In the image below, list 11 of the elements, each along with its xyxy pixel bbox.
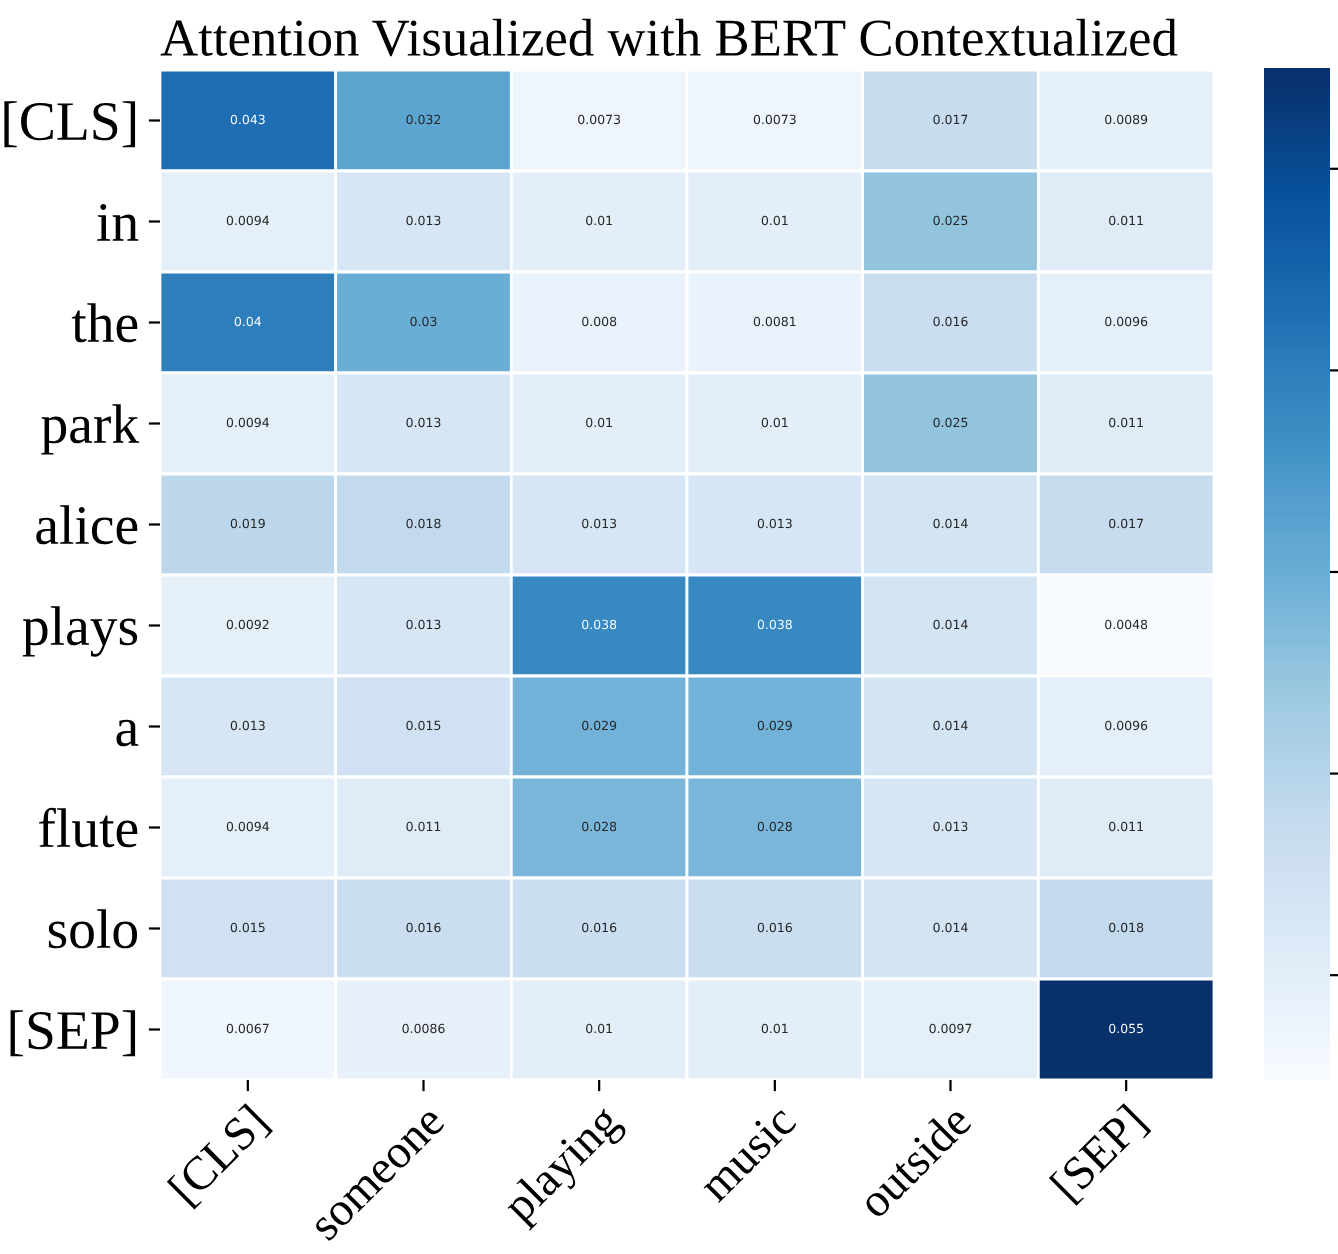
y-tick-label: alice: [36, 505, 138, 545]
y-tick-label: solo: [48, 909, 138, 949]
y-tick-label: the: [71, 303, 138, 343]
y-tick-label: [CLS]: [4, 101, 136, 148]
chart-title: Attention Visualized with BERT Contextualized: [160, 18, 1178, 57]
y-tick-label: plays: [22, 606, 138, 657]
y-tick-label: [SEP]: [10, 1010, 136, 1057]
y-tick-label: in: [97, 203, 139, 241]
y-tick-label: park: [41, 404, 140, 455]
y-tick-label: flute: [39, 807, 138, 848]
y-tick-label: a: [116, 719, 139, 747]
